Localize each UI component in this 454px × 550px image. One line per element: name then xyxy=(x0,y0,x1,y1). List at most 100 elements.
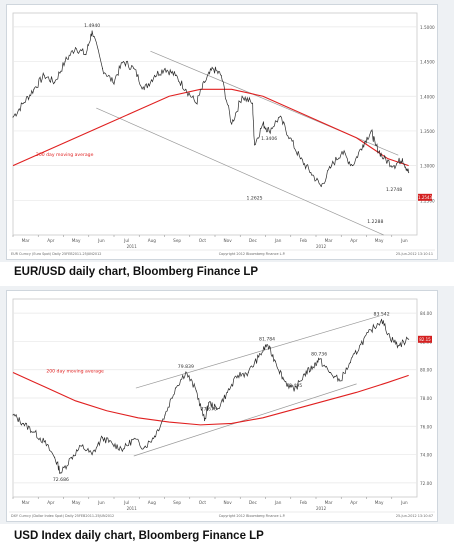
price-point xyxy=(362,144,364,146)
price-point xyxy=(112,81,114,83)
x-tick-label: Sep xyxy=(173,500,181,505)
annotation-label: 200 day moving average xyxy=(46,369,104,375)
x-tick-label: Mar xyxy=(22,238,30,243)
price-point xyxy=(266,343,268,345)
price-point xyxy=(204,420,206,422)
annotation-label: 1.3406 xyxy=(261,136,277,142)
year-label: 2011 xyxy=(127,506,138,511)
price-point xyxy=(289,137,291,139)
price-point xyxy=(154,74,156,76)
price-point xyxy=(320,185,322,187)
price-point xyxy=(12,414,14,416)
x-tick-label: Jun xyxy=(400,238,408,243)
annotation-label: 77.676 xyxy=(201,407,217,413)
price-point xyxy=(33,431,35,433)
last-price-label: 1.2543 xyxy=(418,195,432,200)
x-tick-label: Jul xyxy=(123,238,129,243)
eurusd-chart: 1.50001.45001.40001.35001.30001.2500MarA… xyxy=(9,12,435,256)
price-point xyxy=(312,366,314,368)
price-point xyxy=(133,438,135,440)
x-tick-label: Dec xyxy=(249,238,258,243)
price-point xyxy=(54,81,56,83)
x-tick-label: May xyxy=(72,500,81,505)
last-price-label: 82.15 xyxy=(419,337,431,342)
footer-left: DXY Curncy (Dollar Index Spot) Daily 25F… xyxy=(11,514,114,518)
price-point xyxy=(64,61,66,63)
price-point xyxy=(293,390,295,392)
price-point xyxy=(174,387,176,389)
price-point xyxy=(279,116,281,118)
y-tick-label: 1.3000 xyxy=(420,164,435,169)
price-point xyxy=(331,165,333,167)
price-point xyxy=(91,454,93,456)
year-label: 2012 xyxy=(316,506,327,511)
x-tick-label: Jul xyxy=(123,500,129,505)
moving-average-line xyxy=(12,372,409,426)
price-point xyxy=(241,95,243,97)
x-tick-label: May xyxy=(72,238,81,243)
price-point xyxy=(220,74,222,76)
y-tick-label: 74.00 xyxy=(420,453,432,458)
price-point xyxy=(383,158,385,160)
annotation-label: 81.784 xyxy=(259,336,275,342)
price-point xyxy=(195,102,197,104)
y-tick-label: 76.00 xyxy=(420,424,432,429)
annotation-label: 72.686 xyxy=(53,477,69,483)
y-tick-label: 1.3500 xyxy=(420,129,435,134)
x-tick-label: Apr xyxy=(350,238,358,243)
price-point xyxy=(401,158,403,160)
price-point xyxy=(299,158,301,160)
year-label: 2011 xyxy=(127,244,138,249)
price-point xyxy=(226,391,228,393)
x-tick-label: Oct xyxy=(199,238,207,243)
price-point xyxy=(70,456,72,458)
price-point xyxy=(283,379,285,381)
price-point xyxy=(33,88,35,90)
price-point xyxy=(237,374,239,376)
price-point xyxy=(258,356,260,358)
x-tick-label: Oct xyxy=(199,500,207,505)
price-point xyxy=(185,88,187,90)
price-point xyxy=(85,54,87,56)
x-tick-label: Mar xyxy=(325,500,333,505)
chart1-panel: 1.50001.45001.40001.35001.30001.2500MarA… xyxy=(6,4,438,260)
channel-line-lower xyxy=(96,107,384,236)
price-point xyxy=(339,380,341,382)
footer-mid: Copyright 2012 Bloomberg Finance L.P. xyxy=(219,252,285,256)
price-point xyxy=(122,61,124,63)
price-point xyxy=(22,102,24,104)
x-tick-label: Apr xyxy=(47,500,55,505)
price-point xyxy=(204,81,206,83)
chart2-panel: 84.0082.0080.0078.0076.0074.0072.00MarAp… xyxy=(6,290,438,522)
x-tick-label: Aug xyxy=(148,500,157,505)
price-point xyxy=(43,74,45,76)
annotation-label: 79.839 xyxy=(178,364,194,370)
price-point xyxy=(164,68,166,69)
x-tick-label: Sep xyxy=(173,238,181,243)
x-tick-label: Jan xyxy=(274,238,282,243)
price-point xyxy=(274,360,276,362)
price-point xyxy=(329,372,331,374)
annotation-label: 83.542 xyxy=(374,312,390,318)
x-tick-label: May xyxy=(375,500,384,505)
price-point xyxy=(122,448,124,450)
price-point xyxy=(389,336,391,338)
price-point xyxy=(60,472,62,474)
price-point xyxy=(408,338,410,340)
annotation-label: 1.4940 xyxy=(84,23,100,29)
y-tick-label: 84.00 xyxy=(420,311,432,316)
x-tick-label: Apr xyxy=(47,238,55,243)
y-tick-label: 78.00 xyxy=(420,396,432,401)
channel-line-lower xyxy=(133,383,357,457)
last-price-badge xyxy=(418,193,432,201)
x-tick-label: May xyxy=(375,238,384,243)
price-point xyxy=(143,447,145,448)
price-point xyxy=(304,373,306,375)
chart2-caption: USD Index daily chart, Bloomberg Finance… xyxy=(14,530,264,542)
price-point xyxy=(185,371,187,373)
price-point xyxy=(262,123,264,125)
footer-mid: Copyright 2012 Bloomberg Finance L.P. xyxy=(219,514,285,518)
moving-average-line xyxy=(12,88,409,167)
price-point xyxy=(143,88,145,90)
x-tick-label: Jan xyxy=(274,500,282,505)
